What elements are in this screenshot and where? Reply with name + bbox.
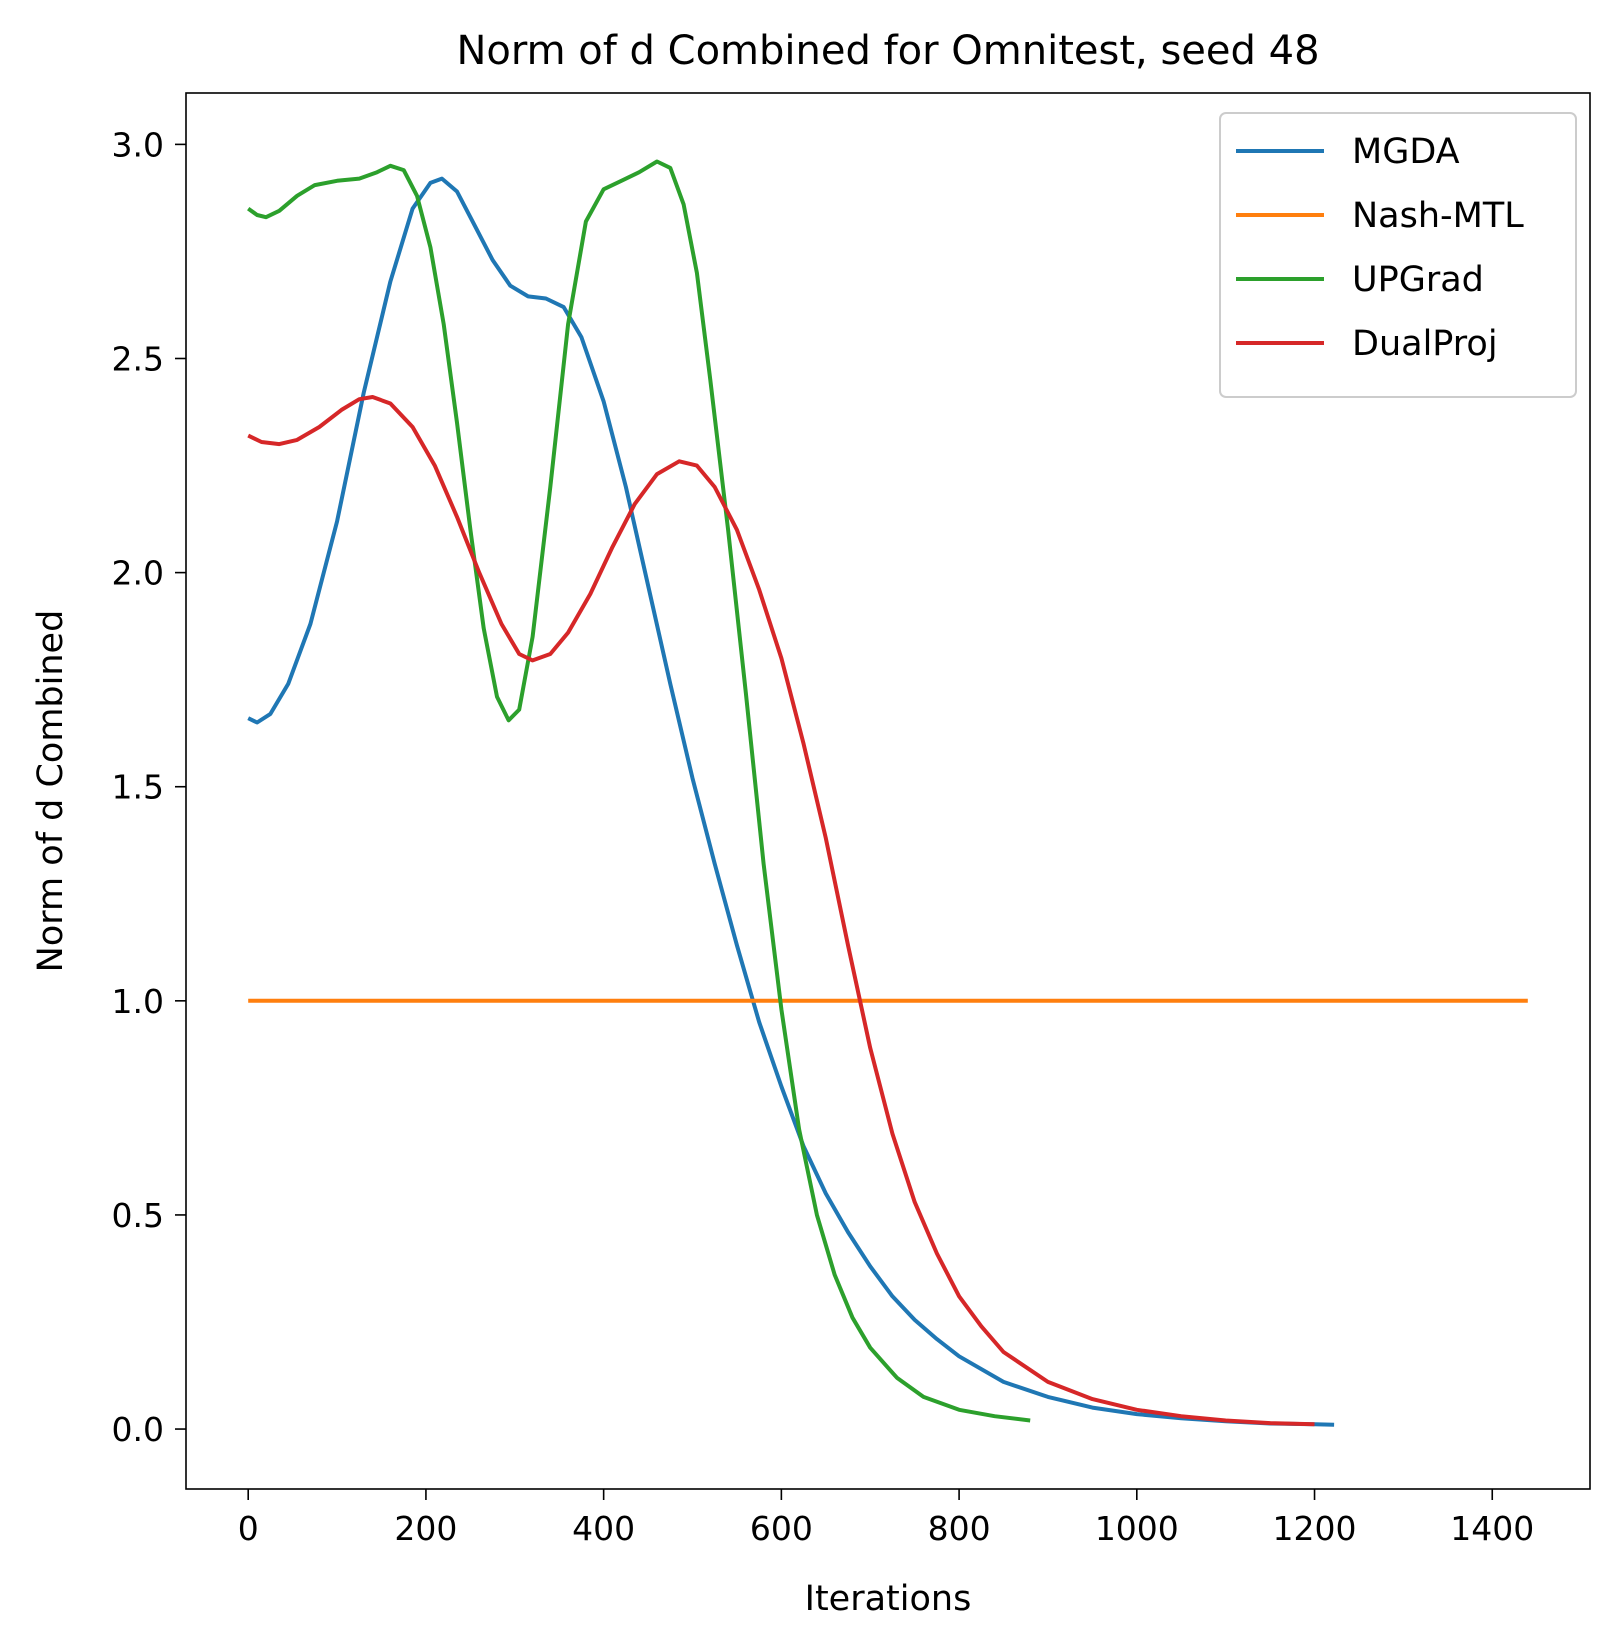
series-layer [247, 159, 1528, 1427]
y-axis: 0.0 0.5 1.0 1.5 2.0 2.5 3.0 [112, 125, 186, 1449]
x-tick-label: 1200 [1273, 1509, 1357, 1548]
legend-label: Nash-MTL [1352, 196, 1524, 236]
y-tick-label: 3.0 [112, 125, 164, 164]
x-tick-label: 600 [750, 1509, 813, 1548]
legend-box [1219, 112, 1577, 398]
y-tick-label: 1.5 [112, 768, 164, 807]
series-line-dualproj [247, 395, 1315, 1427]
y-tick-label: 1.0 [112, 982, 164, 1021]
y-tick-label: 0.5 [112, 1196, 164, 1235]
x-tick-label: 1400 [1450, 1509, 1534, 1548]
plot-area-frame [185, 92, 1591, 1490]
legend-label: UPGrad [1352, 260, 1484, 300]
legend: MGDA Nash-MTL UPGrad DualProj [1219, 112, 1577, 398]
x-axis: 0 200 400 600 800 1000 1200 1400 [238, 1489, 1534, 1548]
y-axis-label: Norm of d Combined [31, 610, 71, 973]
y-tick-label: 2.5 [112, 339, 164, 378]
x-tick-label: 1000 [1095, 1509, 1179, 1548]
x-tick-label: 400 [572, 1509, 635, 1548]
legend-label: DualProj [1352, 324, 1498, 364]
y-tick-label: 0.0 [112, 1410, 164, 1449]
x-axis-label: Iterations [805, 1579, 972, 1619]
series-line-mgda [247, 176, 1335, 1427]
y-tick-label: 2.0 [112, 554, 164, 593]
x-tick-label: 800 [928, 1509, 991, 1548]
legend-label: MGDA [1352, 132, 1460, 172]
series-line-upgrad [247, 159, 1031, 1423]
x-tick-label: 0 [238, 1509, 259, 1548]
x-tick-label: 200 [394, 1509, 457, 1548]
chart-title: Norm of d Combined for Omnitest, seed 48 [456, 28, 1319, 74]
